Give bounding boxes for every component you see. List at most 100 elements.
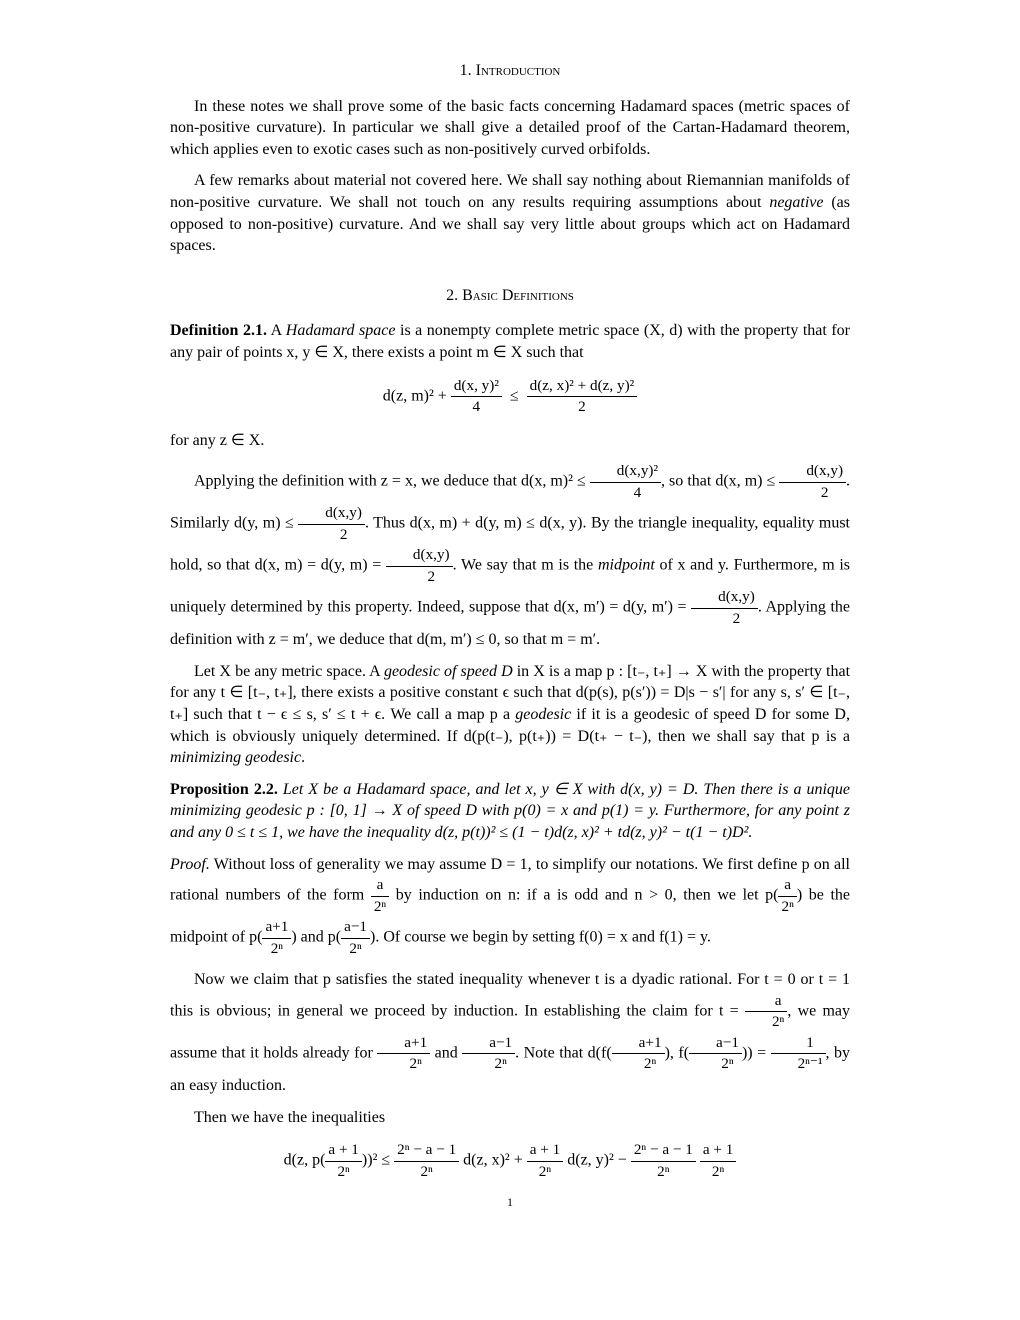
fraction: d(z, x)² + d(z, y)² 2 — [527, 376, 638, 418]
numerator: d(x,y) — [779, 461, 846, 483]
fraction: d(x,y)2 — [779, 461, 846, 503]
proposition-label: Proposition 2.2. — [170, 781, 278, 798]
fraction: a + 12ⁿ — [527, 1140, 564, 1182]
fraction: a2ⁿ — [778, 875, 796, 917]
fraction: a−12ⁿ — [462, 1033, 515, 1075]
text: d(z, y)² − — [563, 1152, 631, 1169]
fraction: d(x,y)²4 — [590, 461, 661, 503]
proof-label: Proof. — [170, 856, 210, 873]
section-number: 1. — [460, 62, 472, 79]
text: d(z, x)² + — [459, 1152, 527, 1169]
denominator: 2ⁿ — [745, 1012, 787, 1033]
term: minimizing geodesic — [170, 749, 301, 766]
denominator: 2 — [298, 525, 365, 546]
equation-proof-inequality: d(z, p(a + 12ⁿ))² ≤ 2ⁿ − a − 12ⁿ d(z, x)… — [170, 1140, 850, 1182]
numerator: a−1 — [341, 917, 370, 939]
denominator: 2 — [386, 567, 453, 588]
numerator: d(x,y) — [386, 545, 453, 567]
denominator: 2ⁿ — [700, 1162, 737, 1183]
denominator: 2ⁿ — [689, 1054, 742, 1075]
text: ). Of course we begin by setting f(0) = … — [370, 929, 711, 946]
lhs: d(z, m)² + — [383, 387, 447, 404]
denominator: 2ⁿ — [462, 1054, 515, 1075]
fraction: a−12ⁿ — [689, 1033, 742, 1075]
fraction: a + 12ⁿ — [325, 1140, 362, 1182]
denominator: 2ⁿ — [377, 1054, 430, 1075]
denominator: 2 — [779, 483, 846, 504]
section-heading-intro: 1. Introduction — [170, 60, 850, 82]
intro-paragraph-2: A few remarks about material not covered… — [170, 170, 850, 256]
fraction: 12ⁿ⁻¹ — [771, 1033, 826, 1075]
text: A few remarks about material not covered… — [170, 172, 850, 211]
numerator: a + 1 — [527, 1140, 564, 1162]
numerator: a+1 — [262, 917, 291, 939]
numerator: 1 — [771, 1033, 826, 1055]
text: ))² ≤ — [362, 1152, 394, 1169]
fraction: 2ⁿ − a − 12ⁿ — [394, 1140, 459, 1182]
text: A — [271, 322, 286, 339]
fraction: a+12ⁿ — [612, 1033, 665, 1075]
text: . Note that d(f( — [515, 1045, 612, 1062]
denominator: 2 — [691, 609, 758, 630]
proof-paragraph-1: Proof. Without loss of generality we may… — [170, 854, 850, 960]
text: and — [430, 1045, 462, 1062]
numerator: a + 1 — [325, 1140, 362, 1162]
text: Applying the definition with z = x, we d… — [194, 473, 590, 490]
denominator: 2ⁿ — [778, 897, 796, 918]
term: Hadamard space — [286, 322, 396, 339]
text: ) and p( — [291, 929, 341, 946]
numerator: d(z, x)² + d(z, y)² — [527, 376, 638, 398]
denominator: 2ⁿ — [341, 939, 370, 960]
numerator: d(x,y) — [298, 503, 365, 525]
section-number: 2. — [446, 287, 458, 304]
fraction: a+12ⁿ — [377, 1033, 430, 1075]
italic-term: negative — [769, 194, 823, 211]
numerator: d(x,y) — [691, 587, 758, 609]
fraction: d(x,y)2 — [386, 545, 453, 587]
fraction: d(x,y)2 — [691, 587, 758, 629]
fraction: a−12ⁿ — [341, 917, 370, 959]
term: geodesic of speed D — [384, 663, 513, 680]
equation-hadamard-inequality: d(z, m)² + d(x, y)² 4 ≤ d(z, x)² + d(z, … — [170, 376, 850, 418]
numerator: a + 1 — [700, 1140, 737, 1162]
leq: ≤ — [510, 387, 519, 404]
geodesic-paragraph: Let X be any metric space. A geodesic of… — [170, 661, 850, 769]
definition-label: Definition 2.1. — [170, 322, 267, 339]
fraction: a+12ⁿ — [262, 917, 291, 959]
numerator: 2ⁿ − a − 1 — [394, 1140, 459, 1162]
denominator: 4 — [590, 483, 661, 504]
numerator: a+1 — [377, 1033, 430, 1055]
definition-2-1-after: for any z ∈ X. — [170, 430, 850, 452]
fraction: 2ⁿ − a − 12ⁿ — [631, 1140, 696, 1182]
proof-paragraph-2: Now we claim that p satisfies the stated… — [170, 969, 850, 1096]
fraction: d(x,y)2 — [298, 503, 365, 545]
numerator: a−1 — [689, 1033, 742, 1055]
denominator: 2ⁿ — [394, 1162, 459, 1183]
page-number: 1 — [170, 1194, 850, 1210]
denominator: 2ⁿ — [262, 939, 291, 960]
numerator: a — [745, 991, 787, 1013]
text: by induction on n: if a is odd and n > 0… — [389, 887, 778, 904]
fraction: a2ⁿ — [371, 875, 389, 917]
text: ), f( — [665, 1045, 689, 1062]
denominator: 2ⁿ — [371, 897, 389, 918]
denominator: 2ⁿ — [612, 1054, 665, 1075]
text: Let X be any metric space. A — [194, 663, 384, 680]
intro-paragraph-1: In these notes we shall prove some of th… — [170, 96, 850, 161]
text: , so that d(x, m) ≤ — [661, 473, 779, 490]
proof-paragraph-3: Then we have the inequalities — [170, 1107, 850, 1129]
numerator: 2ⁿ − a − 1 — [631, 1140, 696, 1162]
text: d(z, p( — [284, 1152, 326, 1169]
fraction: a + 12ⁿ — [700, 1140, 737, 1182]
denominator: 2ⁿ — [631, 1162, 696, 1183]
text: )) = — [742, 1045, 771, 1062]
denominator: 4 — [451, 397, 502, 418]
numerator: d(x,y)² — [590, 461, 661, 483]
fraction: a2ⁿ — [745, 991, 787, 1033]
midpoint-paragraph: Applying the definition with z = x, we d… — [170, 461, 850, 651]
section-title: Introduction — [476, 62, 561, 79]
numerator: a+1 — [612, 1033, 665, 1055]
fraction: d(x, y)² 4 — [451, 376, 502, 418]
term: midpoint — [598, 557, 655, 574]
denominator: 2ⁿ — [527, 1162, 564, 1183]
